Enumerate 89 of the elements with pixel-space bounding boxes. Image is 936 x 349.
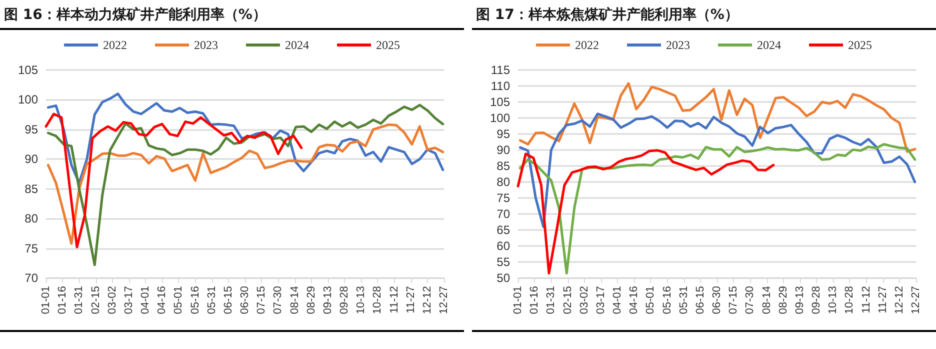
x-tick-label: 02-15 [90, 286, 102, 314]
y-tick-label: 95 [24, 122, 38, 136]
x-tick-label: 11-12 [860, 286, 872, 314]
line-series [518, 82, 916, 153]
x-tick-label: 03-17 [594, 286, 607, 314]
x-tick-label: 12-27 [438, 286, 450, 314]
x-tick-label: 01-31 [73, 286, 86, 314]
x-tick-label: 09-28 [338, 286, 350, 314]
y-tick-label: 65 [496, 223, 510, 237]
legend-label: 2024 [285, 38, 309, 52]
x-tick-label: 03-17 [122, 286, 135, 314]
x-tick-label: 04-16 [628, 286, 640, 314]
x-tick-label: 04-01 [140, 286, 152, 314]
x-tick-label: 10-13 [355, 286, 368, 314]
line-series [518, 112, 916, 228]
x-tick-label: 06-15 [694, 286, 706, 314]
x-tick-label: 10-28 [372, 286, 384, 314]
x-tick-label: 06-30 [711, 286, 723, 314]
x-tick-label: 01-01 [512, 286, 524, 314]
legend-label: 2022 [103, 38, 127, 52]
x-tick-label: 12-27 [910, 286, 922, 314]
x-tick-label: 11-27 [876, 286, 889, 314]
x-tick-label: 12-12 [421, 286, 434, 314]
x-tick-label: 03-02 [578, 286, 590, 314]
x-tick-label: 07-30 [272, 286, 284, 314]
x-tick-label: 06-30 [239, 286, 251, 314]
line-series [518, 142, 916, 274]
x-tick-label: 12-12 [893, 286, 906, 314]
x-tick-label: 01-16 [528, 286, 541, 314]
y-tick-label: 60 [496, 239, 510, 253]
x-tick-label: 11-27 [404, 286, 417, 314]
y-tick-label: 75 [24, 241, 38, 256]
line-series [46, 104, 444, 266]
x-tick-label: 06-15 [222, 286, 234, 314]
y-tick-label: 55 [496, 255, 510, 269]
x-tick-label: 01-31 [545, 286, 558, 314]
y-tick-label: 75 [496, 191, 510, 205]
y-tick-label: 95 [496, 127, 510, 141]
y-tick-label: 115 [490, 63, 510, 77]
x-tick-label: 10-13 [827, 286, 840, 314]
legend-label: 2023 [666, 38, 690, 52]
legend-label: 2024 [757, 38, 781, 52]
x-tick-label: 05-01 [172, 286, 185, 314]
x-tick-label: 07-15 [256, 286, 268, 314]
x-tick-label: 05-16 [661, 286, 674, 314]
x-tick-label: 05-16 [189, 286, 202, 314]
line-series [46, 123, 444, 245]
y-tick-label: 90 [24, 152, 38, 166]
y-tick-label: 50 [496, 271, 510, 285]
y-tick-label: 105 [490, 95, 510, 109]
legend-label: 2023 [194, 38, 218, 52]
y-tick-label: 85 [24, 182, 38, 196]
x-tick-label: 09-28 [810, 286, 822, 314]
legend-label: 2025 [376, 38, 400, 52]
x-tick-label: 08-29 [777, 286, 790, 314]
x-tick-label: 07-30 [744, 286, 756, 314]
y-tick-label: 100 [18, 92, 38, 107]
x-tick-label: 02-15 [562, 286, 574, 314]
x-tick-label: 11-12 [388, 286, 400, 314]
legend-label: 2025 [848, 38, 872, 52]
y-tick-label: 70 [24, 271, 38, 285]
x-tick-label: 01-16 [56, 286, 69, 314]
x-tick-label: 08-29 [305, 286, 318, 314]
x-tick-label: 04-16 [156, 286, 168, 314]
x-tick-label: 01-01 [40, 286, 52, 314]
x-tick-label: 10-28 [844, 286, 856, 314]
chart-title: 图 16：样本动力煤矿井产能利用率（%） [0, 0, 464, 30]
x-tick-label: 09-13 [322, 286, 334, 314]
y-tick-label: 105 [18, 63, 38, 77]
line-series [44, 112, 303, 248]
y-tick-label: 80 [24, 212, 38, 226]
x-tick-label: 05-01 [644, 286, 657, 314]
legend-label: 2022 [575, 38, 599, 52]
y-tick-label: 90 [496, 143, 510, 157]
x-tick-label: 08-14 [760, 286, 773, 314]
x-tick-label: 08-14 [288, 286, 301, 314]
x-tick-label: 09-13 [794, 286, 806, 314]
y-tick-label: 100 [490, 111, 510, 125]
y-tick-label: 80 [496, 175, 510, 189]
y-tick-label: 85 [496, 159, 510, 173]
chart-title: 图 17：样本炼焦煤矿井产能利用率（%） [472, 0, 936, 30]
x-tick-label: 03-02 [106, 286, 118, 314]
y-tick-label: 110 [490, 79, 510, 93]
line-series [516, 149, 775, 274]
x-tick-label: 05-31 [206, 286, 218, 314]
y-tick-label: 70 [496, 207, 510, 221]
x-tick-label: 04-01 [612, 286, 624, 314]
x-tick-label: 05-31 [678, 286, 690, 314]
x-tick-label: 07-15 [728, 286, 740, 314]
